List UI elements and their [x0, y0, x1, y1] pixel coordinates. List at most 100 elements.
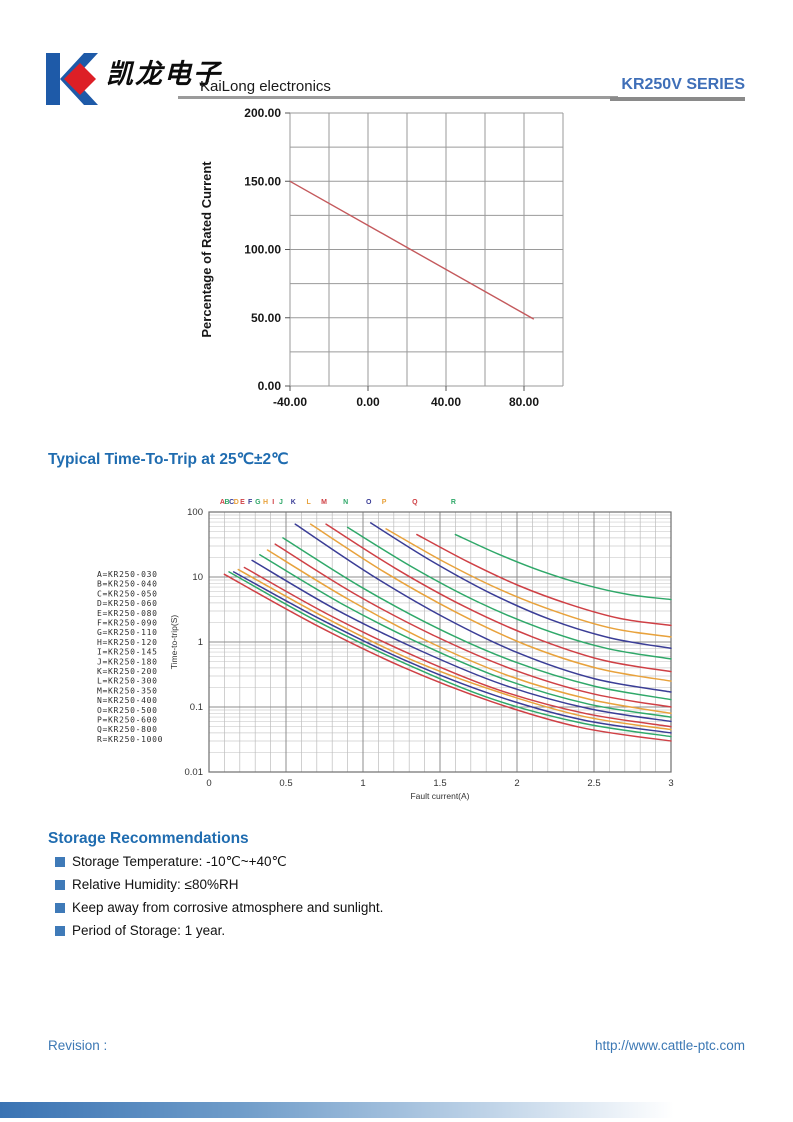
trip-curve-R — [454, 533, 672, 601]
svg-text:A: A — [220, 499, 225, 506]
storage-item-text: Relative Humidity: ≤80%RH — [72, 877, 239, 892]
header-rule-right — [610, 97, 745, 101]
current-derating-chart: 0.00 50.00 100.00 150.00 200.00 -40.00 0.00 40.… — [195, 103, 600, 428]
svg-text:0.01: 0.01 — [185, 767, 204, 778]
svg-text:G: G — [255, 499, 261, 506]
legend-entry-I: I=KR250-145 — [97, 648, 158, 657]
svg-text:200.00: 200.00 — [244, 106, 281, 120]
legend-entry-A: A=KR250-030 — [97, 570, 158, 579]
legend-entry-G: G=KR250-110 — [97, 628, 158, 637]
svg-text:0.00: 0.00 — [356, 395, 380, 409]
svg-text:C: C — [229, 499, 234, 506]
svg-text:150.00: 150.00 — [244, 174, 281, 188]
svg-text:40.00: 40.00 — [431, 395, 461, 409]
legend-entry-D: D=KR250-060 — [97, 599, 158, 608]
trip-curve-Q — [416, 533, 672, 627]
header-rule-left — [178, 96, 618, 99]
legend-entry-K: K=KR250-200 — [97, 667, 158, 676]
svg-text:J: J — [279, 499, 283, 506]
trip-curve-P — [385, 528, 672, 638]
revision-label: Revision : — [48, 1038, 108, 1053]
legend-entry-B: B=KR250-040 — [97, 580, 158, 589]
svg-text:H: H — [263, 499, 268, 506]
svg-text:Fault current(A): Fault current(A) — [410, 791, 469, 801]
svg-text:1: 1 — [360, 778, 365, 789]
storage-item-text: Keep away from corrosive atmosphere and … — [72, 900, 384, 915]
svg-text:K: K — [291, 499, 296, 506]
svg-text:100.00: 100.00 — [244, 243, 281, 257]
kailong-logo-icon — [46, 53, 98, 105]
website-link[interactable]: http://www.cattle-ptc.com — [594, 1038, 745, 1053]
svg-text:N: N — [343, 499, 348, 506]
storage-section-title: Storage Recommendations — [48, 830, 249, 847]
bullet-square-icon — [55, 903, 65, 913]
svg-text:2: 2 — [514, 778, 519, 789]
legend-entry-N: N=KR250-400 — [97, 696, 158, 705]
trip-curve-B — [228, 571, 672, 738]
trip-section-title: Typical Time-To-Trip at 25℃±2℃ — [48, 451, 289, 468]
svg-text:B: B — [224, 499, 229, 506]
derating-line — [289, 180, 535, 320]
trip-curve-G — [259, 553, 672, 718]
trip-curve-O — [369, 522, 672, 650]
svg-text:P: P — [382, 499, 387, 506]
svg-text:10: 10 — [192, 572, 203, 583]
trip-curve-A — [223, 573, 672, 742]
bullet-square-icon — [55, 880, 65, 890]
legend-entry-C: C=KR250-050 — [97, 589, 158, 598]
storage-item-text: Period of Storage: 1 year. — [72, 923, 226, 938]
svg-text:O: O — [366, 499, 372, 506]
time-to-trip-chart: A B C D E F G H I J K L M N O P Q R 100 10 1 0.1 0.01 0 0.5 1 1.5 2… — [85, 487, 710, 810]
svg-text:-40.00: -40.00 — [273, 395, 307, 409]
svg-text:Q: Q — [412, 499, 418, 506]
logo-chinese-text: 凯龙电子 — [106, 59, 222, 90]
svg-text:0: 0 — [206, 778, 211, 789]
trip-curve-H — [266, 549, 672, 715]
legend-entry-L: L=KR250-300 — [97, 677, 158, 686]
footer-gradient-bar — [0, 1102, 793, 1118]
trip-curve-F — [251, 559, 672, 723]
trip-curve-M — [325, 523, 672, 673]
svg-text:L: L — [306, 499, 311, 506]
trip-curve-L — [309, 523, 672, 682]
svg-text:0.5: 0.5 — [279, 778, 292, 789]
trip-curve-E — [243, 566, 672, 728]
svg-text:100: 100 — [187, 507, 203, 518]
bullet-square-icon — [55, 926, 65, 936]
svg-text:0.1: 0.1 — [190, 702, 203, 713]
svg-text:M: M — [321, 499, 327, 506]
legend-entry-M: M=KR250-350 — [97, 686, 158, 695]
trip-curve-N — [346, 526, 672, 660]
svg-text:E: E — [240, 499, 245, 506]
legend-entry-O: O=KR250-500 — [97, 706, 158, 715]
bullet-square-icon — [55, 857, 65, 867]
svg-text:R: R — [451, 499, 456, 506]
svg-text:50.00: 50.00 — [251, 311, 281, 325]
legend-entry-P: P=KR250-600 — [97, 716, 158, 725]
svg-text:D: D — [234, 499, 239, 506]
svg-text:Percentage of Rated Current: Percentage of Rated Current — [199, 161, 214, 338]
svg-text:F: F — [248, 499, 253, 506]
company-name: KaiLong electronics — [200, 78, 331, 95]
time-to-trip-svg: A B C D E F G H I J K L M N O P Q R 100 10 1 0.1 0.010 0.5 1 1.5 2… — [97, 499, 674, 801]
storage-item-text: Storage Temperature: -10℃~+40℃ — [72, 854, 287, 869]
legend-entry-F: F=KR250-090 — [97, 619, 158, 628]
svg-text:3: 3 — [668, 778, 673, 789]
series-title: KR250V SERIES — [621, 76, 745, 93]
svg-text:1: 1 — [198, 637, 203, 648]
legend-entry-R: R=KR250-1000 — [97, 735, 163, 744]
legend-entry-Q: Q=KR250-800 — [97, 725, 158, 734]
legend-entry-H: H=KR250-120 — [97, 638, 158, 647]
trip-curve-J — [282, 537, 672, 701]
legend-entry-J: J=KR250-180 — [97, 657, 158, 666]
svg-text:80.00: 80.00 — [509, 395, 539, 409]
trip-curve-K — [294, 523, 672, 693]
current-derating-svg: 0.00 50.00 100.00 150.00 200.00 -40.00 0.00 40.… — [199, 106, 564, 409]
trip-curve-D — [237, 568, 672, 731]
trip-curve-C — [232, 571, 672, 734]
svg-text:0.00: 0.00 — [258, 379, 282, 393]
legend-entry-E: E=KR250-080 — [97, 609, 158, 618]
svg-text:I: I — [272, 499, 274, 506]
svg-text:2.5: 2.5 — [587, 778, 600, 789]
